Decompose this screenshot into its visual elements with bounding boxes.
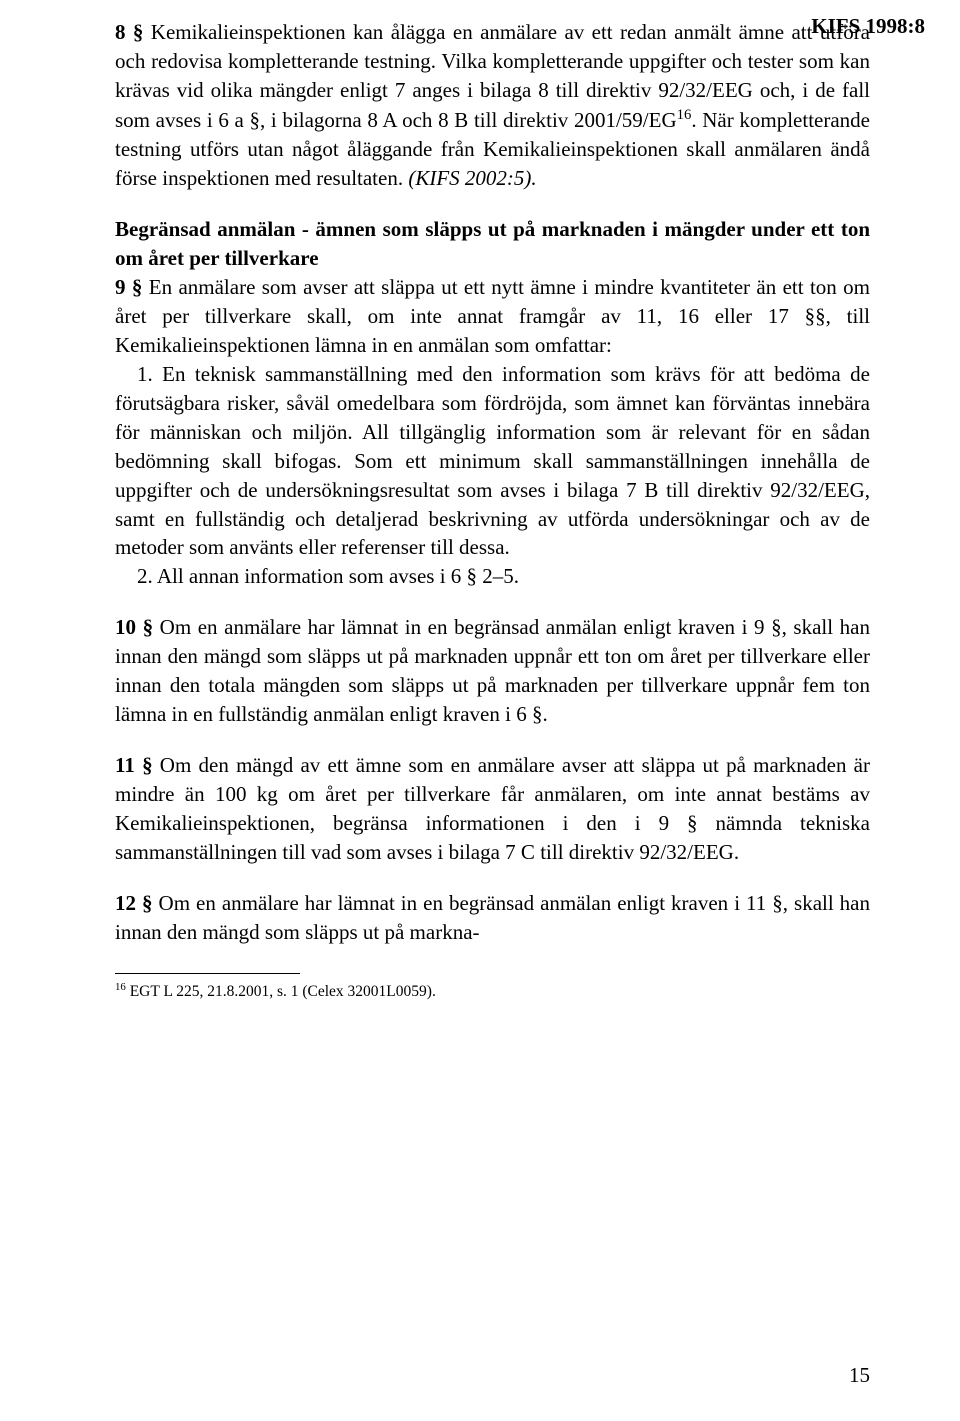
list-item-9-2: 2. All annan information som avses i 6 §… [115, 562, 870, 591]
footnote-16: 16 EGT L 225, 21.8.2001, s. 1 (Celex 320… [115, 980, 870, 1002]
heading-limited-notification: Begränsad anmälan - ämnen som släpps ut … [115, 215, 870, 273]
paragraph-8: 8 § Kemikalieinspektionen kan ålägga en … [115, 18, 870, 193]
para10-text: Om en anmälare har lämnat in en begränsa… [115, 615, 870, 726]
section-number-11: 11 § [115, 753, 153, 777]
section-number-9: 9 § [115, 275, 142, 299]
page-number: 15 [849, 1363, 870, 1388]
paragraph-10: 10 § Om en anmälare har lämnat in en beg… [115, 613, 870, 729]
paragraph-11: 11 § Om den mängd av ett ämne som en anm… [115, 751, 870, 867]
section-number-12: 12 § [115, 891, 153, 915]
document-body: 8 § Kemikalieinspektionen kan ålägga en … [115, 18, 870, 1002]
para9-text: En anmälare som avser att släppa ut ett … [115, 275, 870, 357]
para8-citation: (KIFS 2002:5). [408, 166, 536, 190]
margin-note: KIFS 1998:8 [811, 14, 925, 39]
paragraph-9: 9 § En anmälare som avser att släppa ut … [115, 273, 870, 360]
footnote-ref-16: 16 [677, 107, 692, 123]
footnote-text: EGT L 225, 21.8.2001, s. 1 (Celex 32001L… [126, 983, 436, 1000]
section-number-10: 10 § [115, 615, 153, 639]
paragraph-12: 12 § Om en anmälare har lämnat in en beg… [115, 889, 870, 947]
footnote-number: 16 [115, 981, 126, 993]
footnote-separator [115, 973, 300, 974]
section-number-8: 8 § [115, 20, 143, 44]
list-item-9-1: 1. En teknisk sammanställning med den in… [115, 360, 870, 563]
para11-text: Om den mängd av ett ämne som en anmälare… [115, 753, 870, 864]
para12-text: Om en anmälare har lämnat in en begränsa… [115, 891, 870, 944]
